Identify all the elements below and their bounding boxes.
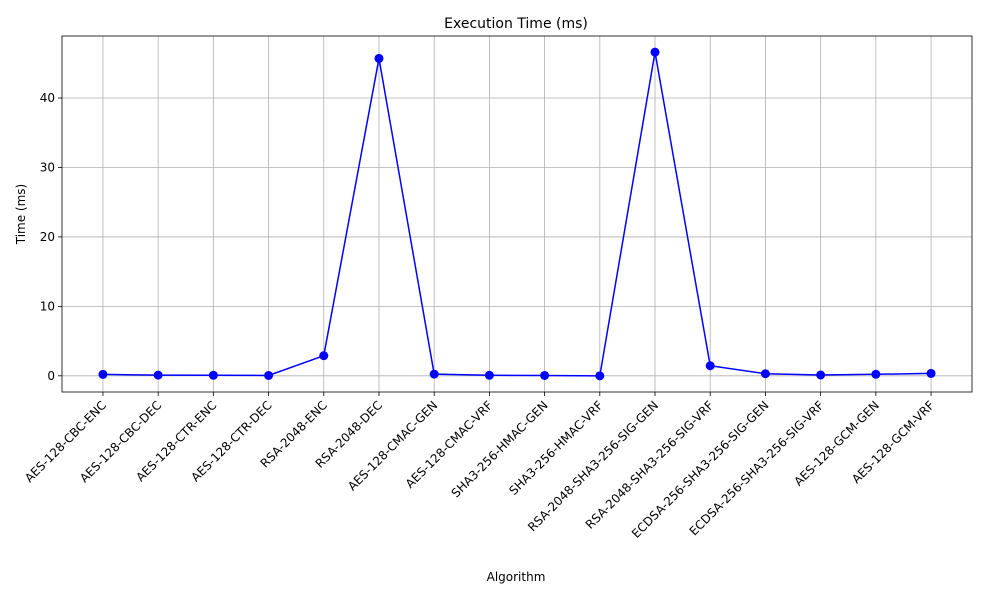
y-tick-label: 0: [47, 369, 55, 383]
data-point: [760, 369, 770, 379]
data-point: [650, 47, 660, 57]
data-point: [926, 368, 936, 378]
data-point: [816, 370, 826, 380]
series: [98, 47, 936, 381]
grid: [62, 36, 972, 392]
data-point: [484, 370, 494, 380]
data-point: [264, 370, 274, 380]
data-point: [705, 361, 715, 371]
chart-title: Execution Time (ms): [444, 16, 588, 32]
data-point: [595, 371, 605, 381]
y-tick-label: 30: [40, 160, 55, 174]
data-point: [208, 370, 218, 380]
y-tick-label: 10: [40, 299, 55, 313]
data-point: [871, 369, 881, 379]
series-line: [102, 52, 932, 377]
plot-frame: [61, 35, 973, 393]
data-point: [98, 369, 108, 379]
data-point: [153, 370, 163, 380]
data-point: [429, 369, 439, 379]
data-point: [540, 370, 550, 380]
y-tick-label: 20: [40, 230, 55, 244]
x-tick-label: AES-128-CMAC-GEN: [345, 398, 440, 493]
x-tick-label: SHA3-256-HMAC-GEN: [449, 398, 551, 500]
x-axis-label: Algorithm: [487, 570, 546, 584]
y-axis-label: Time (ms): [14, 184, 28, 246]
data-point: [374, 53, 384, 63]
y-tick-label: 40: [40, 91, 55, 105]
data-point: [319, 351, 329, 361]
x-tick-label: SHA3-256-HMAC-VRF: [506, 398, 606, 498]
axis-ticks: AES-128-CBC-ENCAES-128-CBC-DECAES-128-CT…: [22, 91, 937, 541]
